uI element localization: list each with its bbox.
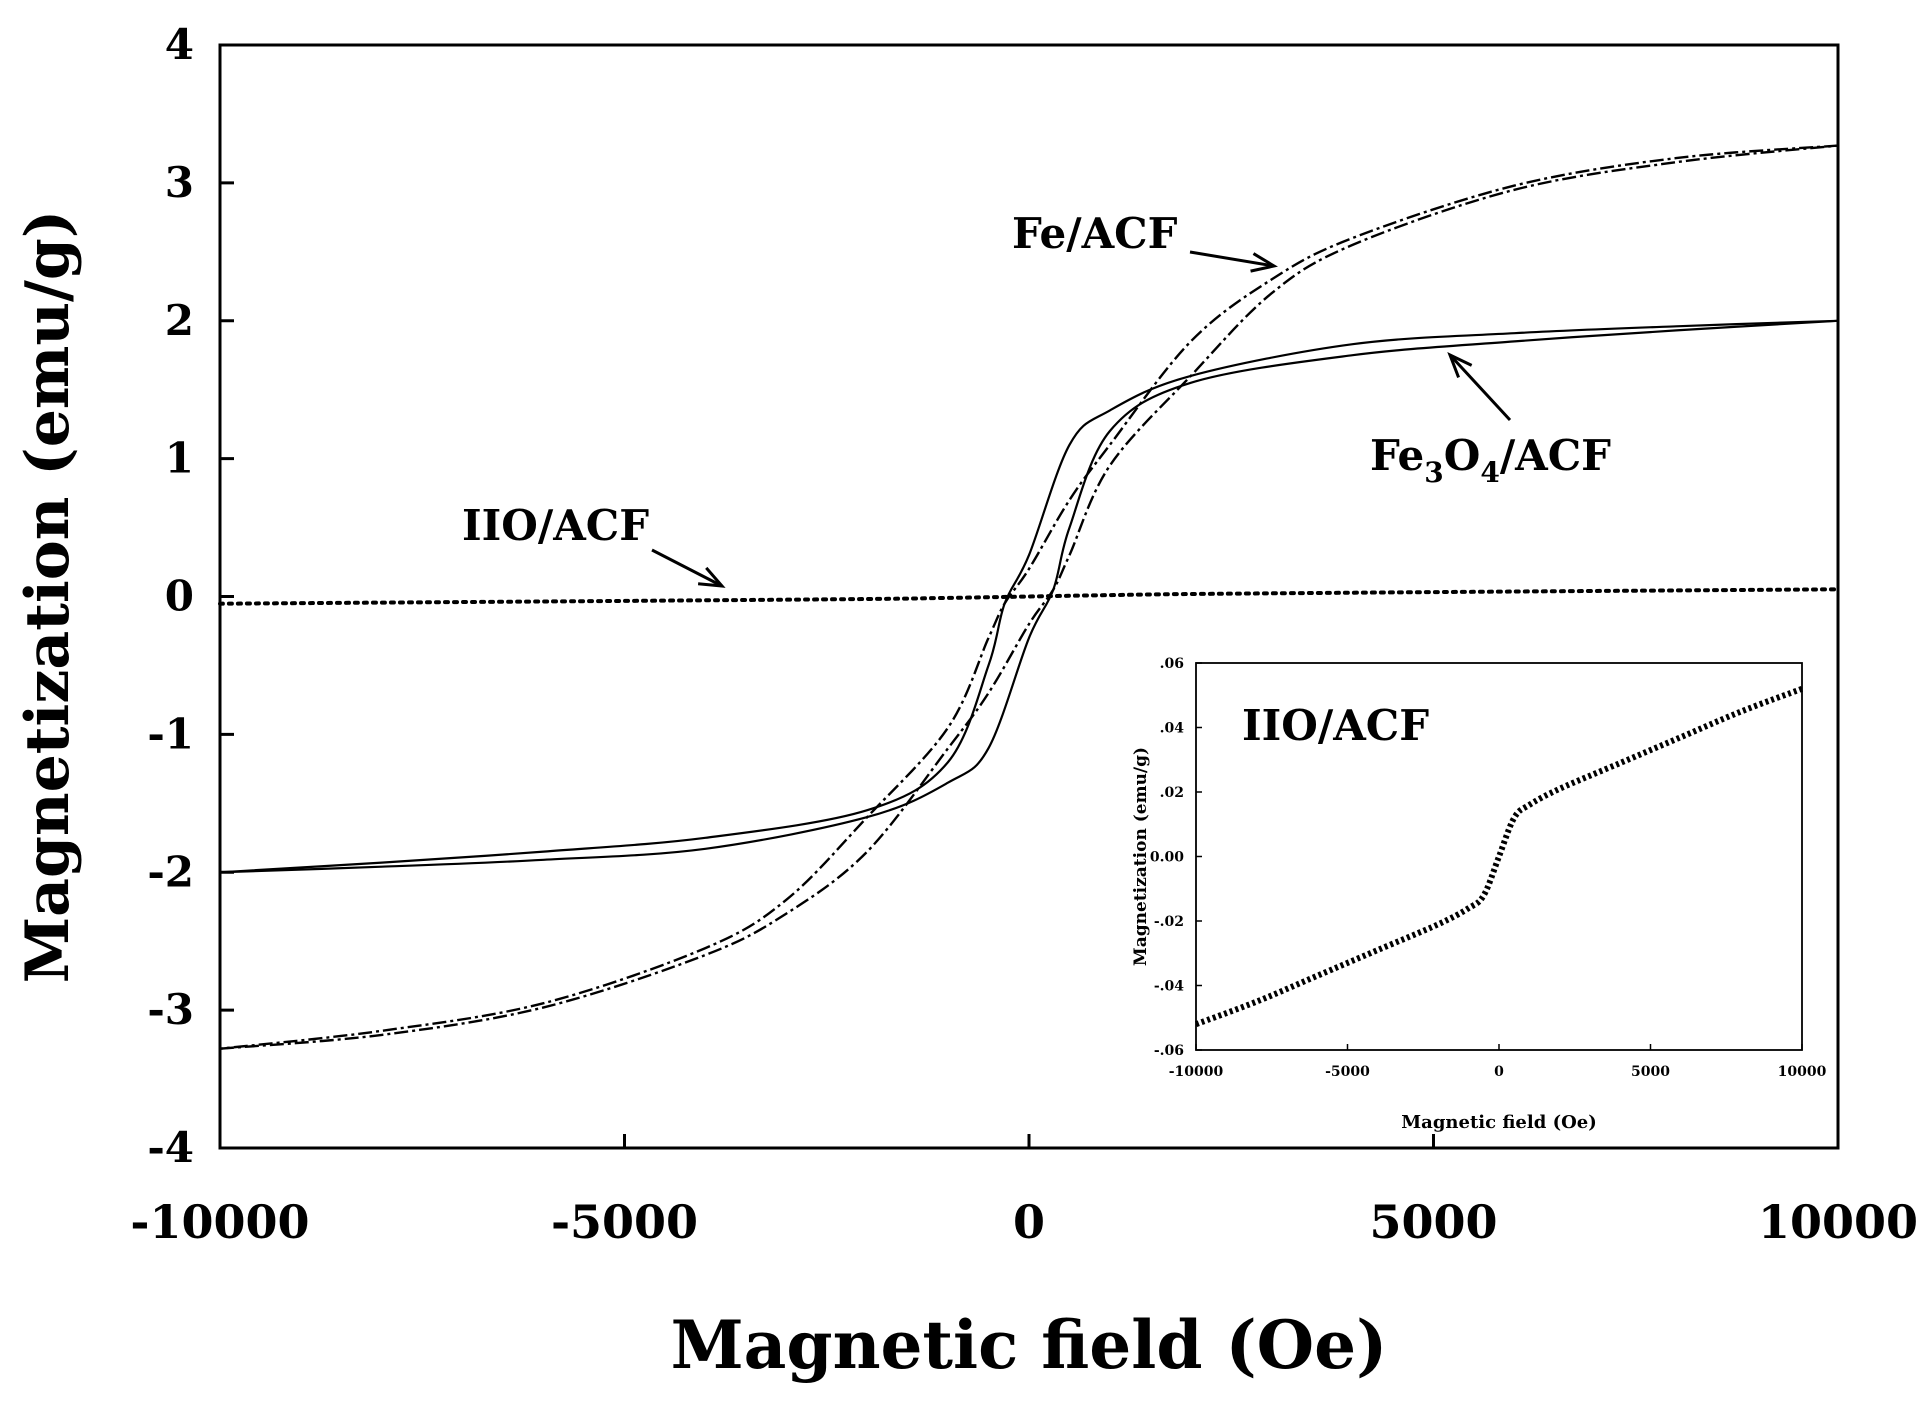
series-fe-acf-ascending-line (219, 144, 1839, 1050)
inset-y-axis-label: Magnetization (emu/g) (1131, 747, 1151, 966)
annotation-part: Fe (1370, 431, 1424, 480)
y-tick-label: 3 (165, 158, 194, 207)
series-iio-acf-line (218, 587, 1840, 606)
annotation-subscript: 3 (1424, 456, 1443, 489)
inset-x-tick-label: -5000 (1325, 1064, 1370, 1080)
inset-x-axis-label: Magnetic field (Oe) (1401, 1112, 1597, 1133)
inset-x-tick-label: 5000 (1631, 1064, 1670, 1080)
y-tick-label: -4 (147, 1123, 194, 1172)
annotation-iio-acf: IIO/ACF (462, 501, 649, 550)
annotation-part: /ACF (1500, 431, 1611, 480)
y-axis-label: Magnetization (emu/g) (13, 210, 83, 983)
inset-x-tick-label: 0 (1494, 1064, 1504, 1080)
inset-y-tick-label: .02 (1160, 785, 1184, 801)
arrow-fe3o4-acf-head (1447, 352, 1473, 378)
inset-x-tick-label: 10000 (1778, 1064, 1827, 1080)
annotation-fe3o4-acf: Fe3O4/ACF (1370, 431, 1611, 489)
series-fe3o4-acf-ascending-line (219, 319, 1839, 874)
arrow-fe-acf-shaft (1189, 250, 1275, 268)
x-tick-label: -5000 (551, 1195, 698, 1249)
y-tick-label: 0 (165, 572, 194, 621)
inset-y-tick-label: -.04 (1154, 979, 1184, 995)
y-tick-label: 4 (165, 20, 194, 69)
x-tick-label: 5000 (1369, 1195, 1497, 1249)
annotation-subscript: 4 (1480, 456, 1499, 489)
annotation-fe-acf: Fe/ACF (1012, 209, 1178, 258)
inset-y-tick-label: .04 (1160, 721, 1185, 737)
inset-y-tick-label: 0.00 (1150, 850, 1184, 866)
series-fe-acf-descending-line (219, 144, 1839, 1050)
x-tick-label: 0 (1013, 1195, 1045, 1249)
inset-y-tick-label: -.02 (1154, 914, 1184, 930)
arrow-iio-acf-shaft (651, 548, 723, 588)
y-tick-label: 2 (165, 296, 194, 345)
y-tick-label: -1 (147, 709, 194, 758)
y-tick-label: -2 (147, 847, 194, 896)
y-tick-label: 1 (165, 434, 194, 483)
arrow-fe-acf-head (1250, 252, 1278, 273)
inset-chart: -.06 -.04 -.02 0.00 .02 .04 .06 -10000 -5000 0 500… (1131, 656, 1827, 1133)
y-tick-label: -3 (147, 985, 194, 1034)
arrow-iio-acf-head (697, 566, 726, 588)
arrow-fe3o4-acf-shaft (1448, 353, 1512, 422)
x-tick-label: -10000 (130, 1195, 309, 1249)
series-fe3o4-acf-descending-line (219, 319, 1839, 874)
inset-title: IIO/ACF (1242, 701, 1429, 750)
inset-y-tick-label: .06 (1160, 656, 1184, 672)
annotation-part: O (1444, 431, 1481, 480)
x-axis-label: Magnetic field (Oe) (671, 1306, 1388, 1384)
main-series (218, 144, 1840, 1050)
inset-y-tick-label: -.06 (1154, 1043, 1184, 1059)
main-axes: -4 -3 -2 -1 0 1 2 3 4 -10000 -5000 0 5000 10000 (130, 20, 1918, 1249)
inset-x-tick-label: -10000 (1169, 1064, 1224, 1080)
x-tick-label: 10000 (1758, 1195, 1918, 1249)
